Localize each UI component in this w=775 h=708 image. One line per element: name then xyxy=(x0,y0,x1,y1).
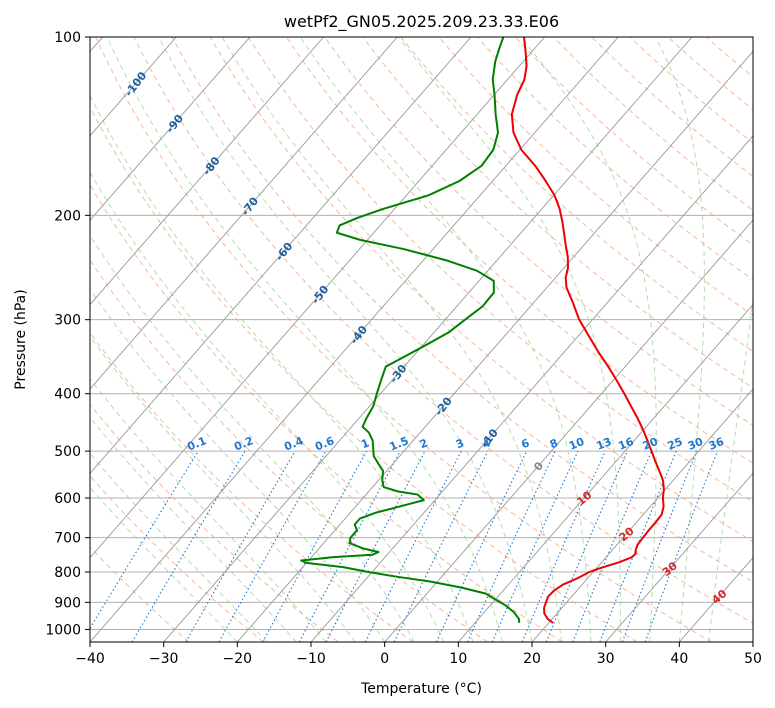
y-tick-label: 900 xyxy=(54,595,81,611)
dry-adiabat-line xyxy=(95,37,712,642)
dry-adiabat-line xyxy=(209,37,753,543)
y-tick-label: 700 xyxy=(54,531,81,547)
mixing-ratio-line xyxy=(218,450,327,642)
mixing-ratio-line xyxy=(262,450,367,642)
dry-adiabat-line xyxy=(90,403,339,642)
x-tick-label: 50 xyxy=(744,651,762,667)
x-tick-label: 40 xyxy=(670,651,688,667)
isotherm-line xyxy=(531,388,753,642)
dry-adiabat-line xyxy=(400,37,753,352)
mixing-ratio-line xyxy=(131,450,246,642)
y-axis-label: Pressure (hPa) xyxy=(13,289,29,389)
mixing-ratio-lines xyxy=(90,450,719,642)
y-tick-label: 600 xyxy=(54,491,81,507)
isotherm-line xyxy=(384,219,753,642)
y-tick-label: 800 xyxy=(54,565,81,581)
moist-adiabat-line xyxy=(221,37,562,642)
moist-adiabat-line xyxy=(90,94,474,642)
moist-adiabat-line xyxy=(708,294,753,642)
y-tick-label: 100 xyxy=(54,30,81,46)
mixing-ratio-label: 36 xyxy=(707,435,726,453)
moist-adiabat-line xyxy=(520,37,657,642)
moist-adiabat-line xyxy=(655,37,705,642)
x-tick-label: 10 xyxy=(449,651,467,667)
dry-adiabat-line xyxy=(171,37,753,583)
isotherm-line xyxy=(457,303,753,642)
dry-adiabat-line xyxy=(324,37,753,426)
mixing-ratio-label: 3 xyxy=(454,436,466,451)
mixing-ratio-label: 10 xyxy=(567,435,586,453)
isotherm-line xyxy=(90,37,324,306)
x-tick-label: −40 xyxy=(75,651,105,667)
mixing-ratio-line xyxy=(393,450,489,642)
dry-adiabat-line xyxy=(90,331,414,642)
isotherm-line xyxy=(90,37,472,474)
isotherms xyxy=(90,37,753,642)
x-tick-label: 20 xyxy=(523,651,541,667)
dry-adiabat-line xyxy=(629,37,753,144)
x-tick-label: 30 xyxy=(597,651,615,667)
x-tick-label: 0 xyxy=(380,651,389,667)
mixing-ratio-line xyxy=(185,450,296,642)
plot-frame xyxy=(89,36,754,643)
isotherm-line xyxy=(605,472,753,642)
isotherm-line xyxy=(310,135,753,642)
dry-adiabat-line xyxy=(362,37,753,389)
mixing-ratio-label: 30 xyxy=(686,435,705,453)
x-tick-label: −30 xyxy=(149,651,179,667)
mixing-ratio-line xyxy=(545,450,628,642)
mixing-ratio-line xyxy=(435,450,528,642)
moist-adiabat-line xyxy=(90,486,238,642)
isotherm-line xyxy=(90,37,398,390)
moist-adiabat-line xyxy=(90,171,445,642)
dry-adiabat-line xyxy=(438,37,753,316)
y-tick-label: 1000 xyxy=(45,622,81,638)
mixing-ratio-line xyxy=(467,450,556,642)
y-tick-label: 200 xyxy=(54,208,81,224)
moist-adiabat-line xyxy=(90,416,297,642)
moist-adiabat-line xyxy=(90,335,356,642)
dry-adiabat-line xyxy=(133,37,753,624)
x-tick-label: −10 xyxy=(296,651,326,667)
moist-adiabat-line xyxy=(158,37,533,642)
isotherm-line xyxy=(90,37,545,559)
isotherm-line xyxy=(90,37,251,221)
mixing-ratio-label: 2 xyxy=(418,436,430,451)
mixing-ratio-label: 13 xyxy=(594,435,613,453)
x-tick-label: −20 xyxy=(223,651,253,667)
dry-adiabat-line xyxy=(90,106,638,642)
moist-adiabat-line xyxy=(90,452,268,642)
mixing-ratio-label: 16 xyxy=(617,435,636,453)
mixing-ratio-line xyxy=(491,450,579,642)
y-tick-label: 500 xyxy=(54,444,81,460)
mixing-ratio-line xyxy=(521,450,606,642)
dewpoint-profile xyxy=(300,37,521,623)
y-tick-label: 300 xyxy=(54,313,81,329)
temperature-profile xyxy=(510,37,665,624)
mixing-ratio-line xyxy=(90,450,199,630)
isotherm-line xyxy=(90,37,619,642)
plot-area xyxy=(90,37,753,642)
x-axis-label: Temperature (°C) xyxy=(360,681,482,697)
mixing-ratio-label: 8 xyxy=(548,436,560,451)
mixing-ratio-label: 20 xyxy=(641,435,660,453)
isotherm-line xyxy=(236,50,753,642)
dry-adiabat-line xyxy=(90,184,563,642)
mixing-ratio-label: 1 xyxy=(359,436,371,451)
moist-adiabat-line xyxy=(398,37,621,642)
moist-adiabat-line xyxy=(106,37,504,642)
profiles xyxy=(300,37,665,624)
chart-title: wetPf2_GN05.2025.209.23.33.E06 xyxy=(284,12,559,32)
moist-adiabat-line xyxy=(90,378,327,642)
mixing-ratio-label: 25 xyxy=(665,435,684,453)
axes: −40 −30 −20 −10 0 10 20 30 40 50 100 200 300 400 500 60… xyxy=(45,30,762,667)
y-tick-label: 400 xyxy=(54,387,81,403)
isotherm-line xyxy=(163,37,693,642)
